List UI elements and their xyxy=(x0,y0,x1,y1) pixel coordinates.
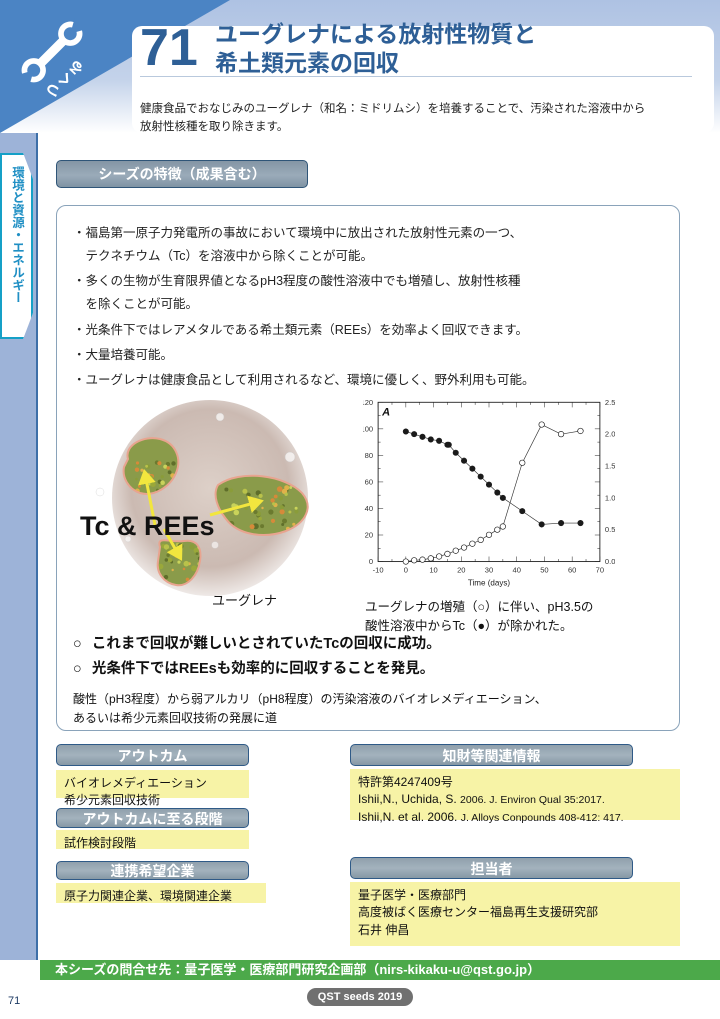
svg-text:-10: -10 xyxy=(373,566,384,575)
svg-text:60: 60 xyxy=(365,477,373,486)
svg-text:Tc & REEs: Tc & REEs xyxy=(80,511,215,541)
svg-text:2.0: 2.0 xyxy=(605,430,615,439)
svg-text:80: 80 xyxy=(365,451,373,460)
svg-text:2.5: 2.5 xyxy=(605,398,615,407)
svg-text:120: 120 xyxy=(363,398,373,407)
svg-text:0: 0 xyxy=(404,566,408,575)
svg-text:Time (days): Time (days) xyxy=(468,579,510,587)
svg-text:50: 50 xyxy=(540,566,548,575)
svg-text:20: 20 xyxy=(365,531,373,540)
svg-text:70: 70 xyxy=(596,566,604,575)
svg-text:40: 40 xyxy=(365,504,373,513)
svg-text:0.0: 0.0 xyxy=(605,557,615,566)
svg-text:0: 0 xyxy=(369,557,373,566)
svg-text:A: A xyxy=(381,406,390,418)
svg-text:100: 100 xyxy=(363,424,373,433)
svg-text:1.5: 1.5 xyxy=(605,462,615,471)
svg-text:20: 20 xyxy=(457,566,465,575)
svg-text:1.0: 1.0 xyxy=(605,493,615,502)
svg-text:0.5: 0.5 xyxy=(605,525,615,534)
svg-text:30: 30 xyxy=(485,566,493,575)
svg-text:60: 60 xyxy=(568,566,576,575)
svg-text:40: 40 xyxy=(513,566,521,575)
svg-text:10: 10 xyxy=(429,566,437,575)
